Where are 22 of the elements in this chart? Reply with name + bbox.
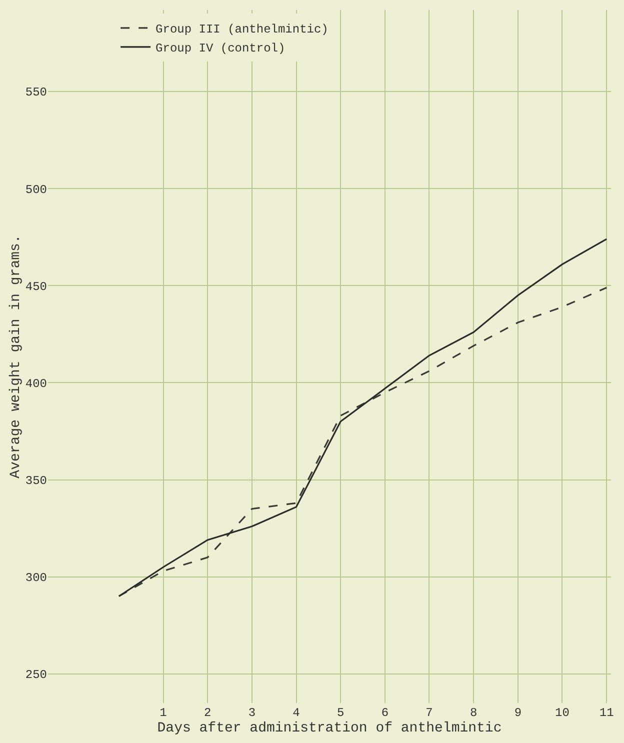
x-tick-label: 1 [160,706,167,720]
x-tick-label: 10 [555,706,570,720]
x-tick-label: 2 [204,706,212,720]
legend-label: Group III (anthelmintic) [156,22,328,37]
y-tick-label: 250 [25,668,47,682]
y-axis-title: Average weight gain in grams. [8,234,24,478]
x-tick-label: 5 [336,706,344,720]
x-tick-label: 6 [381,706,389,720]
y-tick-label: 400 [25,376,47,391]
x-tick-label: 4 [292,706,300,720]
x-tick-label: 9 [514,706,522,720]
y-tick-label: 300 [25,571,47,586]
y-tick-label: 450 [25,280,47,294]
y-tick-label: 550 [25,86,47,100]
y-tick-label: 500 [25,182,47,197]
y-tick-label: 350 [25,474,47,488]
x-tick-label: 3 [248,706,256,720]
legend-label: Group IV (control) [156,42,286,56]
x-tick-label: 8 [470,706,478,720]
x-tick-label: 7 [426,706,433,720]
x-tick-label: 11 [599,706,614,720]
x-axis-title: Days after administration of anthelmintic [157,720,502,736]
